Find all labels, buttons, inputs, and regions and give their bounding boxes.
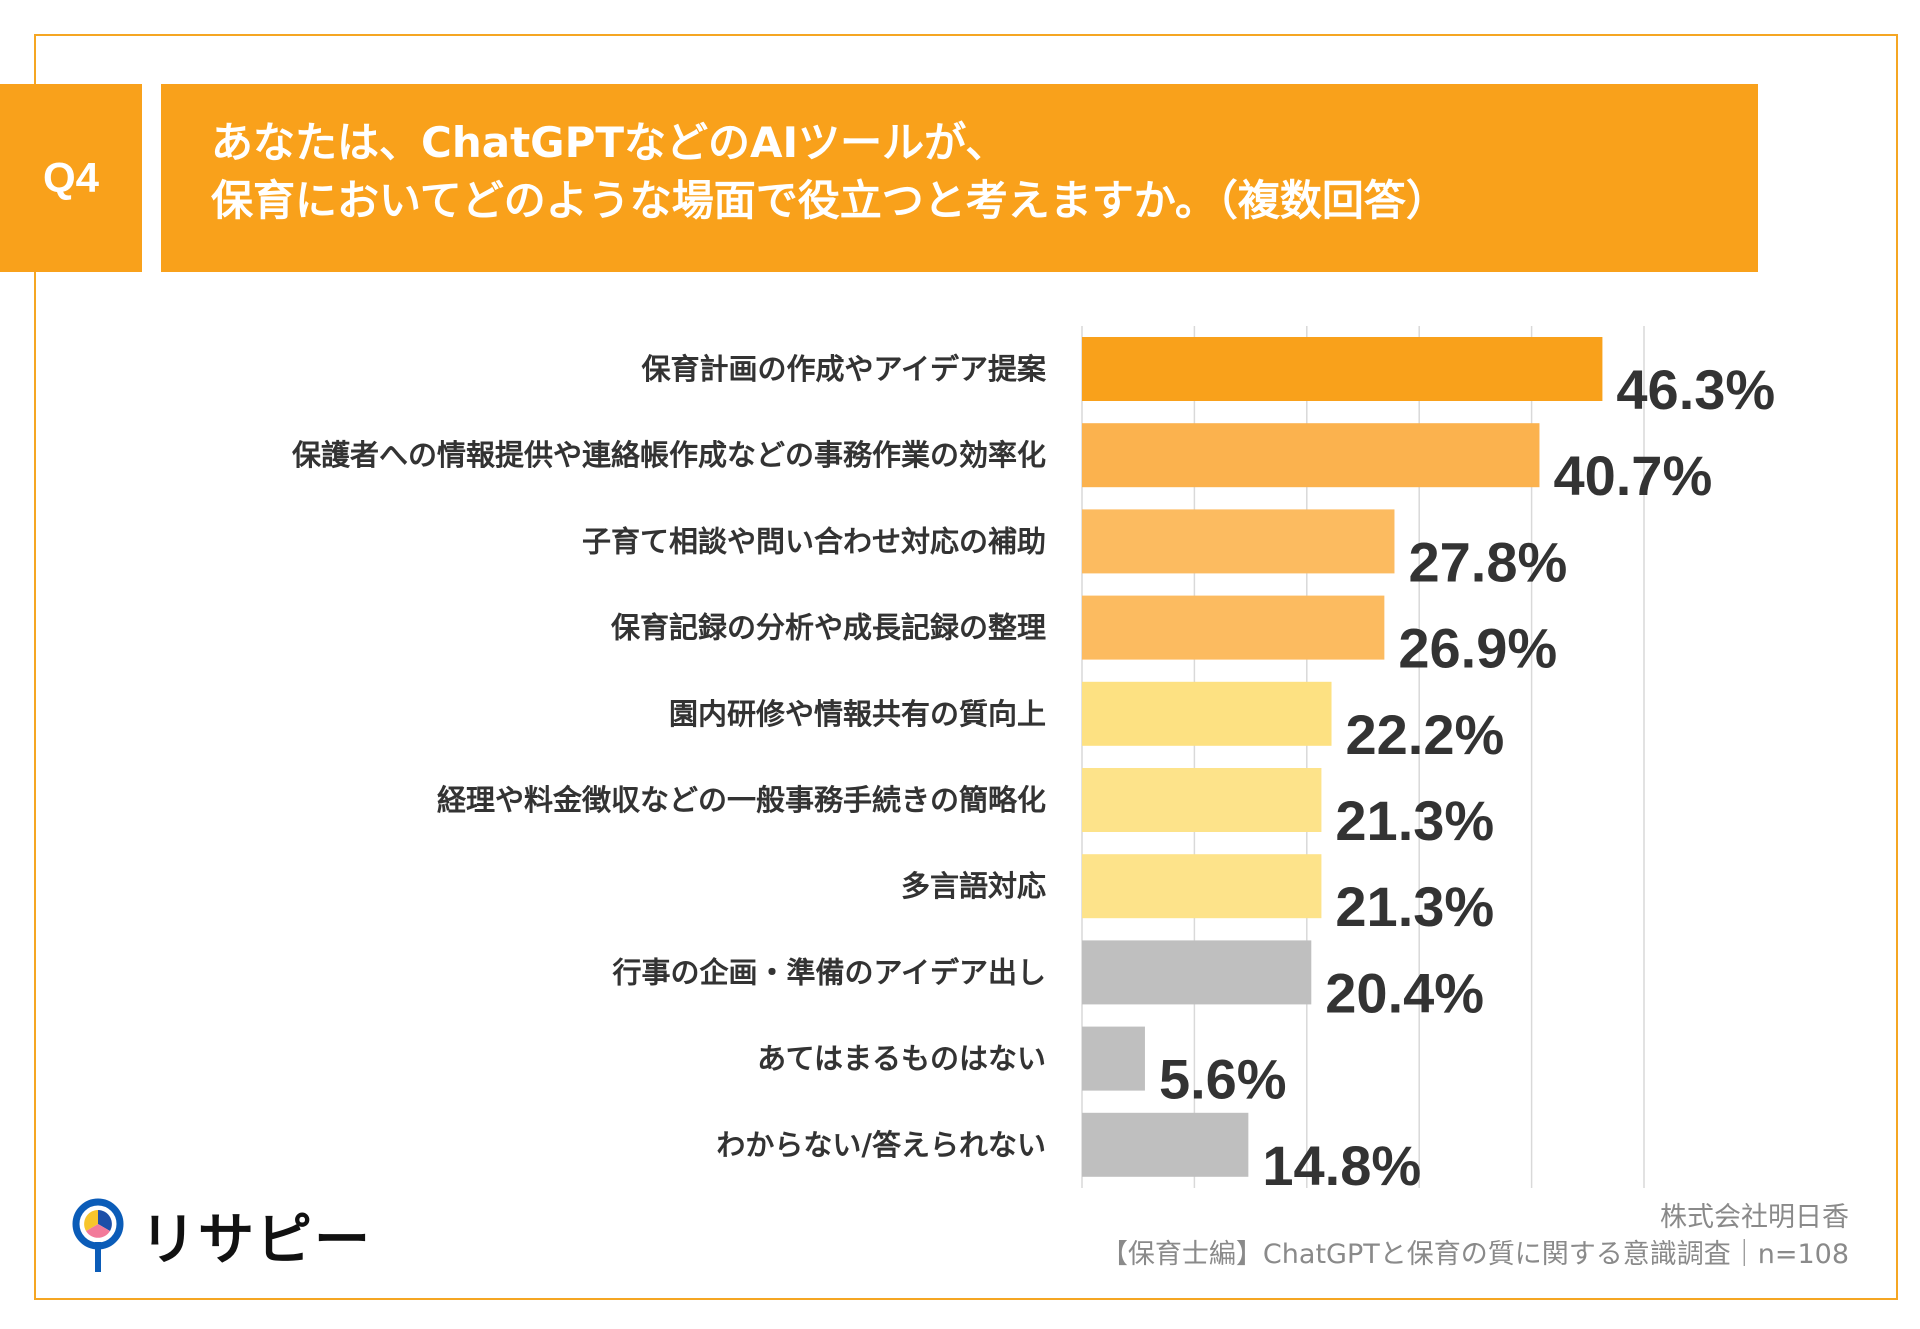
bar [1082, 1112, 1249, 1177]
category-label: わからない/答えられない [716, 1128, 1046, 1162]
value-label: 20.4% [1325, 961, 1484, 1024]
survey-source: 【保育士編】ChatGPTと保育の質に関する意識調査｜n=108 [1100, 1239, 1849, 1270]
bar [1082, 768, 1322, 832]
category-label: 経理や料金徴収などの一般事務手続きの簡略化 [437, 783, 1046, 817]
bar [1082, 940, 1312, 1005]
bar [1082, 854, 1322, 919]
bar [1082, 1026, 1145, 1091]
value-label: 21.3% [1335, 875, 1494, 938]
value-label: 22.2% [1346, 703, 1505, 766]
category-label: 園内研修や情報共有の質向上 [669, 697, 1046, 731]
bar [1082, 337, 1603, 401]
value-label: 46.3% [1616, 358, 1775, 421]
value-label: 5.6% [1159, 1048, 1287, 1111]
category-label: 多言語対応 [901, 869, 1046, 903]
bar [1082, 681, 1332, 746]
category-label: 行事の企画・準備のアイデア出し [611, 955, 1046, 989]
question-badge: Q4 [0, 84, 142, 272]
bar [1082, 423, 1540, 488]
category-label: 保育計画の作成やアイデア提案 [640, 352, 1047, 386]
title-line-2: 保育においてどのような場面で役立つと考えますか。（複数回答） [211, 176, 1448, 225]
value-label: 21.3% [1335, 789, 1494, 852]
category-label: 保護者への情報提供や連絡帳作成などの事務作業の効率化 [291, 438, 1046, 472]
logo-pin-icon [72, 1198, 124, 1272]
category-label: 保育記録の分析や成長記録の整理 [610, 611, 1046, 645]
bar [1082, 595, 1385, 660]
value-label: 40.7% [1553, 444, 1712, 507]
company-name: 株式会社明日香 [1660, 1202, 1849, 1233]
bar [1082, 509, 1395, 574]
value-label: 26.9% [1398, 617, 1557, 680]
risapi-logo: リサピー [70, 1195, 372, 1276]
category-label: 子育て相談や問い合わせ対応の補助 [582, 524, 1046, 558]
chart-frame [34, 34, 1898, 1300]
question-title: あなたは、ChatGPTなどのAIツールが、 保育においてどのような場面で役立つ… [161, 84, 1758, 272]
title-line-1: あなたは、ChatGPTなどのAIツールが、 [211, 118, 1008, 167]
value-label: 27.8% [1408, 530, 1567, 593]
logo-text: リサピー [140, 1208, 372, 1273]
value-label: 14.8% [1262, 1134, 1421, 1197]
category-label: あてはまるものはない [757, 1042, 1046, 1076]
